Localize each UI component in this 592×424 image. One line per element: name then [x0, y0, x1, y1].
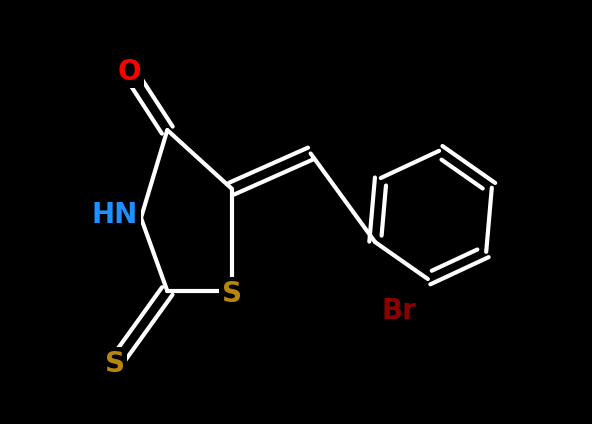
- Text: HN: HN: [92, 201, 138, 229]
- Text: O: O: [118, 58, 141, 86]
- Text: Br: Br: [381, 297, 416, 325]
- Text: S: S: [105, 350, 125, 378]
- Text: S: S: [221, 280, 242, 308]
